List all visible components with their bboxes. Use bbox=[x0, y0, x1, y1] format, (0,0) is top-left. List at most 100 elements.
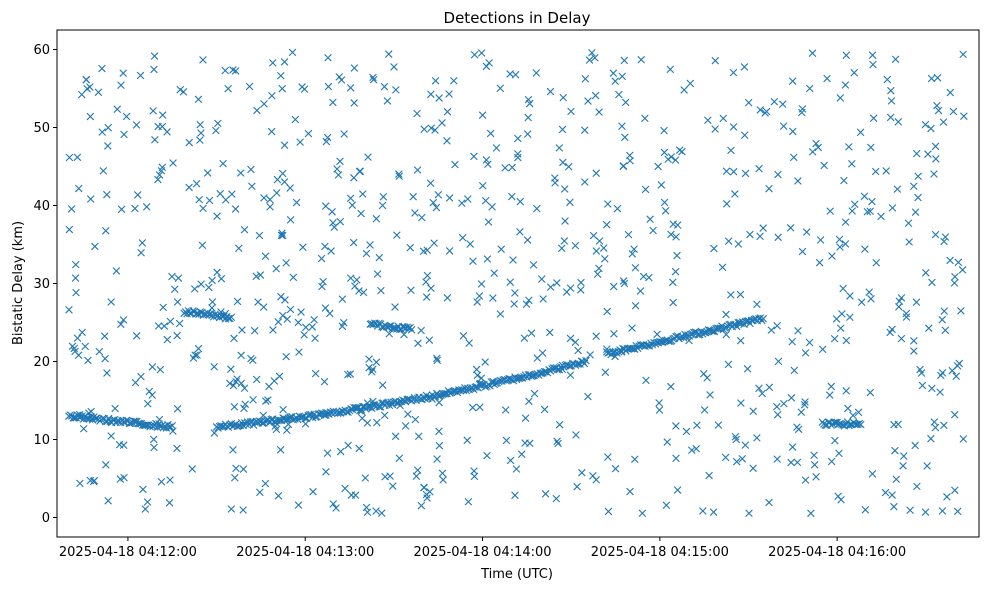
data-point bbox=[323, 449, 332, 457]
data-point bbox=[274, 491, 283, 500]
data-point bbox=[142, 203, 151, 211]
data-point bbox=[952, 372, 961, 380]
data-point bbox=[525, 439, 534, 448]
data-point bbox=[174, 274, 183, 282]
data-point bbox=[618, 122, 626, 130]
data-point bbox=[90, 476, 99, 485]
data-point bbox=[232, 464, 240, 473]
data-point bbox=[581, 178, 589, 186]
data-point bbox=[431, 77, 440, 85]
data-point bbox=[902, 313, 911, 321]
data-point bbox=[283, 315, 292, 323]
data-point bbox=[196, 136, 204, 144]
data-point bbox=[767, 326, 776, 334]
data-point bbox=[525, 397, 533, 406]
data-point bbox=[266, 203, 274, 211]
data-point bbox=[788, 443, 797, 451]
data-point bbox=[722, 200, 731, 208]
data-point bbox=[933, 101, 941, 110]
data-point bbox=[158, 163, 167, 172]
data-point bbox=[693, 421, 701, 430]
data-point bbox=[514, 134, 522, 143]
data-point bbox=[959, 435, 968, 443]
data-point bbox=[286, 184, 294, 192]
data-point bbox=[155, 171, 164, 179]
data-point bbox=[426, 179, 435, 187]
data-point bbox=[422, 293, 431, 301]
data-point bbox=[141, 421, 150, 430]
data-point bbox=[611, 464, 620, 473]
data-point bbox=[790, 366, 799, 375]
data-point bbox=[887, 86, 895, 95]
data-point bbox=[923, 462, 931, 470]
data-point bbox=[321, 304, 330, 312]
data-point bbox=[322, 468, 330, 476]
data-point bbox=[253, 106, 261, 115]
data-point bbox=[868, 470, 877, 478]
data-point bbox=[139, 485, 147, 494]
data-point bbox=[392, 86, 400, 94]
data-point bbox=[552, 494, 561, 503]
data-point bbox=[237, 351, 245, 360]
data-point bbox=[778, 100, 787, 109]
data-point bbox=[471, 383, 479, 391]
data-point bbox=[624, 230, 633, 239]
data-point bbox=[911, 208, 920, 216]
data-point bbox=[840, 176, 848, 185]
data-point bbox=[395, 170, 403, 178]
data-point bbox=[261, 397, 270, 405]
data-point bbox=[277, 71, 285, 80]
data-point bbox=[800, 400, 809, 409]
data-point bbox=[960, 112, 968, 120]
data-point bbox=[921, 508, 930, 516]
data-point bbox=[630, 245, 638, 253]
data-point bbox=[411, 209, 419, 217]
data-point bbox=[414, 432, 423, 441]
data-point bbox=[610, 330, 618, 338]
data-point bbox=[673, 221, 682, 229]
data-point bbox=[669, 220, 678, 228]
data-point bbox=[861, 505, 870, 514]
data-point bbox=[143, 399, 152, 408]
data-point bbox=[91, 414, 100, 423]
data-point bbox=[74, 351, 83, 360]
data-point bbox=[788, 77, 797, 85]
data-point bbox=[477, 280, 486, 288]
data-point bbox=[166, 476, 174, 484]
data-point bbox=[846, 292, 854, 300]
data-point bbox=[502, 436, 511, 445]
data-point bbox=[292, 198, 301, 207]
data-point bbox=[192, 179, 201, 188]
data-point bbox=[250, 326, 259, 335]
data-point bbox=[753, 300, 761, 309]
data-point bbox=[169, 159, 177, 167]
data-point bbox=[951, 272, 959, 281]
data-point bbox=[506, 278, 515, 286]
data-point bbox=[510, 300, 518, 308]
data-point bbox=[233, 297, 242, 306]
data-point bbox=[731, 432, 740, 441]
data-point bbox=[831, 436, 839, 445]
data-point bbox=[711, 125, 719, 133]
data-point bbox=[391, 432, 400, 441]
data-point bbox=[404, 410, 412, 418]
data-point bbox=[688, 446, 696, 454]
data-point bbox=[749, 464, 757, 473]
data-point bbox=[134, 419, 143, 428]
data-point bbox=[953, 507, 962, 516]
x-axis-label: Time (UTC) bbox=[480, 567, 553, 582]
data-point bbox=[537, 275, 546, 283]
data-point bbox=[509, 256, 517, 264]
data-point bbox=[65, 225, 74, 234]
data-point bbox=[511, 70, 520, 79]
data-point bbox=[300, 331, 309, 339]
data-point bbox=[692, 444, 701, 453]
data-point bbox=[793, 458, 802, 467]
data-point bbox=[682, 427, 691, 436]
data-point bbox=[282, 259, 290, 267]
data-point bbox=[830, 334, 839, 343]
data-point bbox=[298, 83, 306, 91]
x-tick-label: 2025-04-18 04:15:00 bbox=[591, 545, 729, 560]
data-point bbox=[497, 245, 506, 254]
data-point bbox=[236, 169, 245, 177]
